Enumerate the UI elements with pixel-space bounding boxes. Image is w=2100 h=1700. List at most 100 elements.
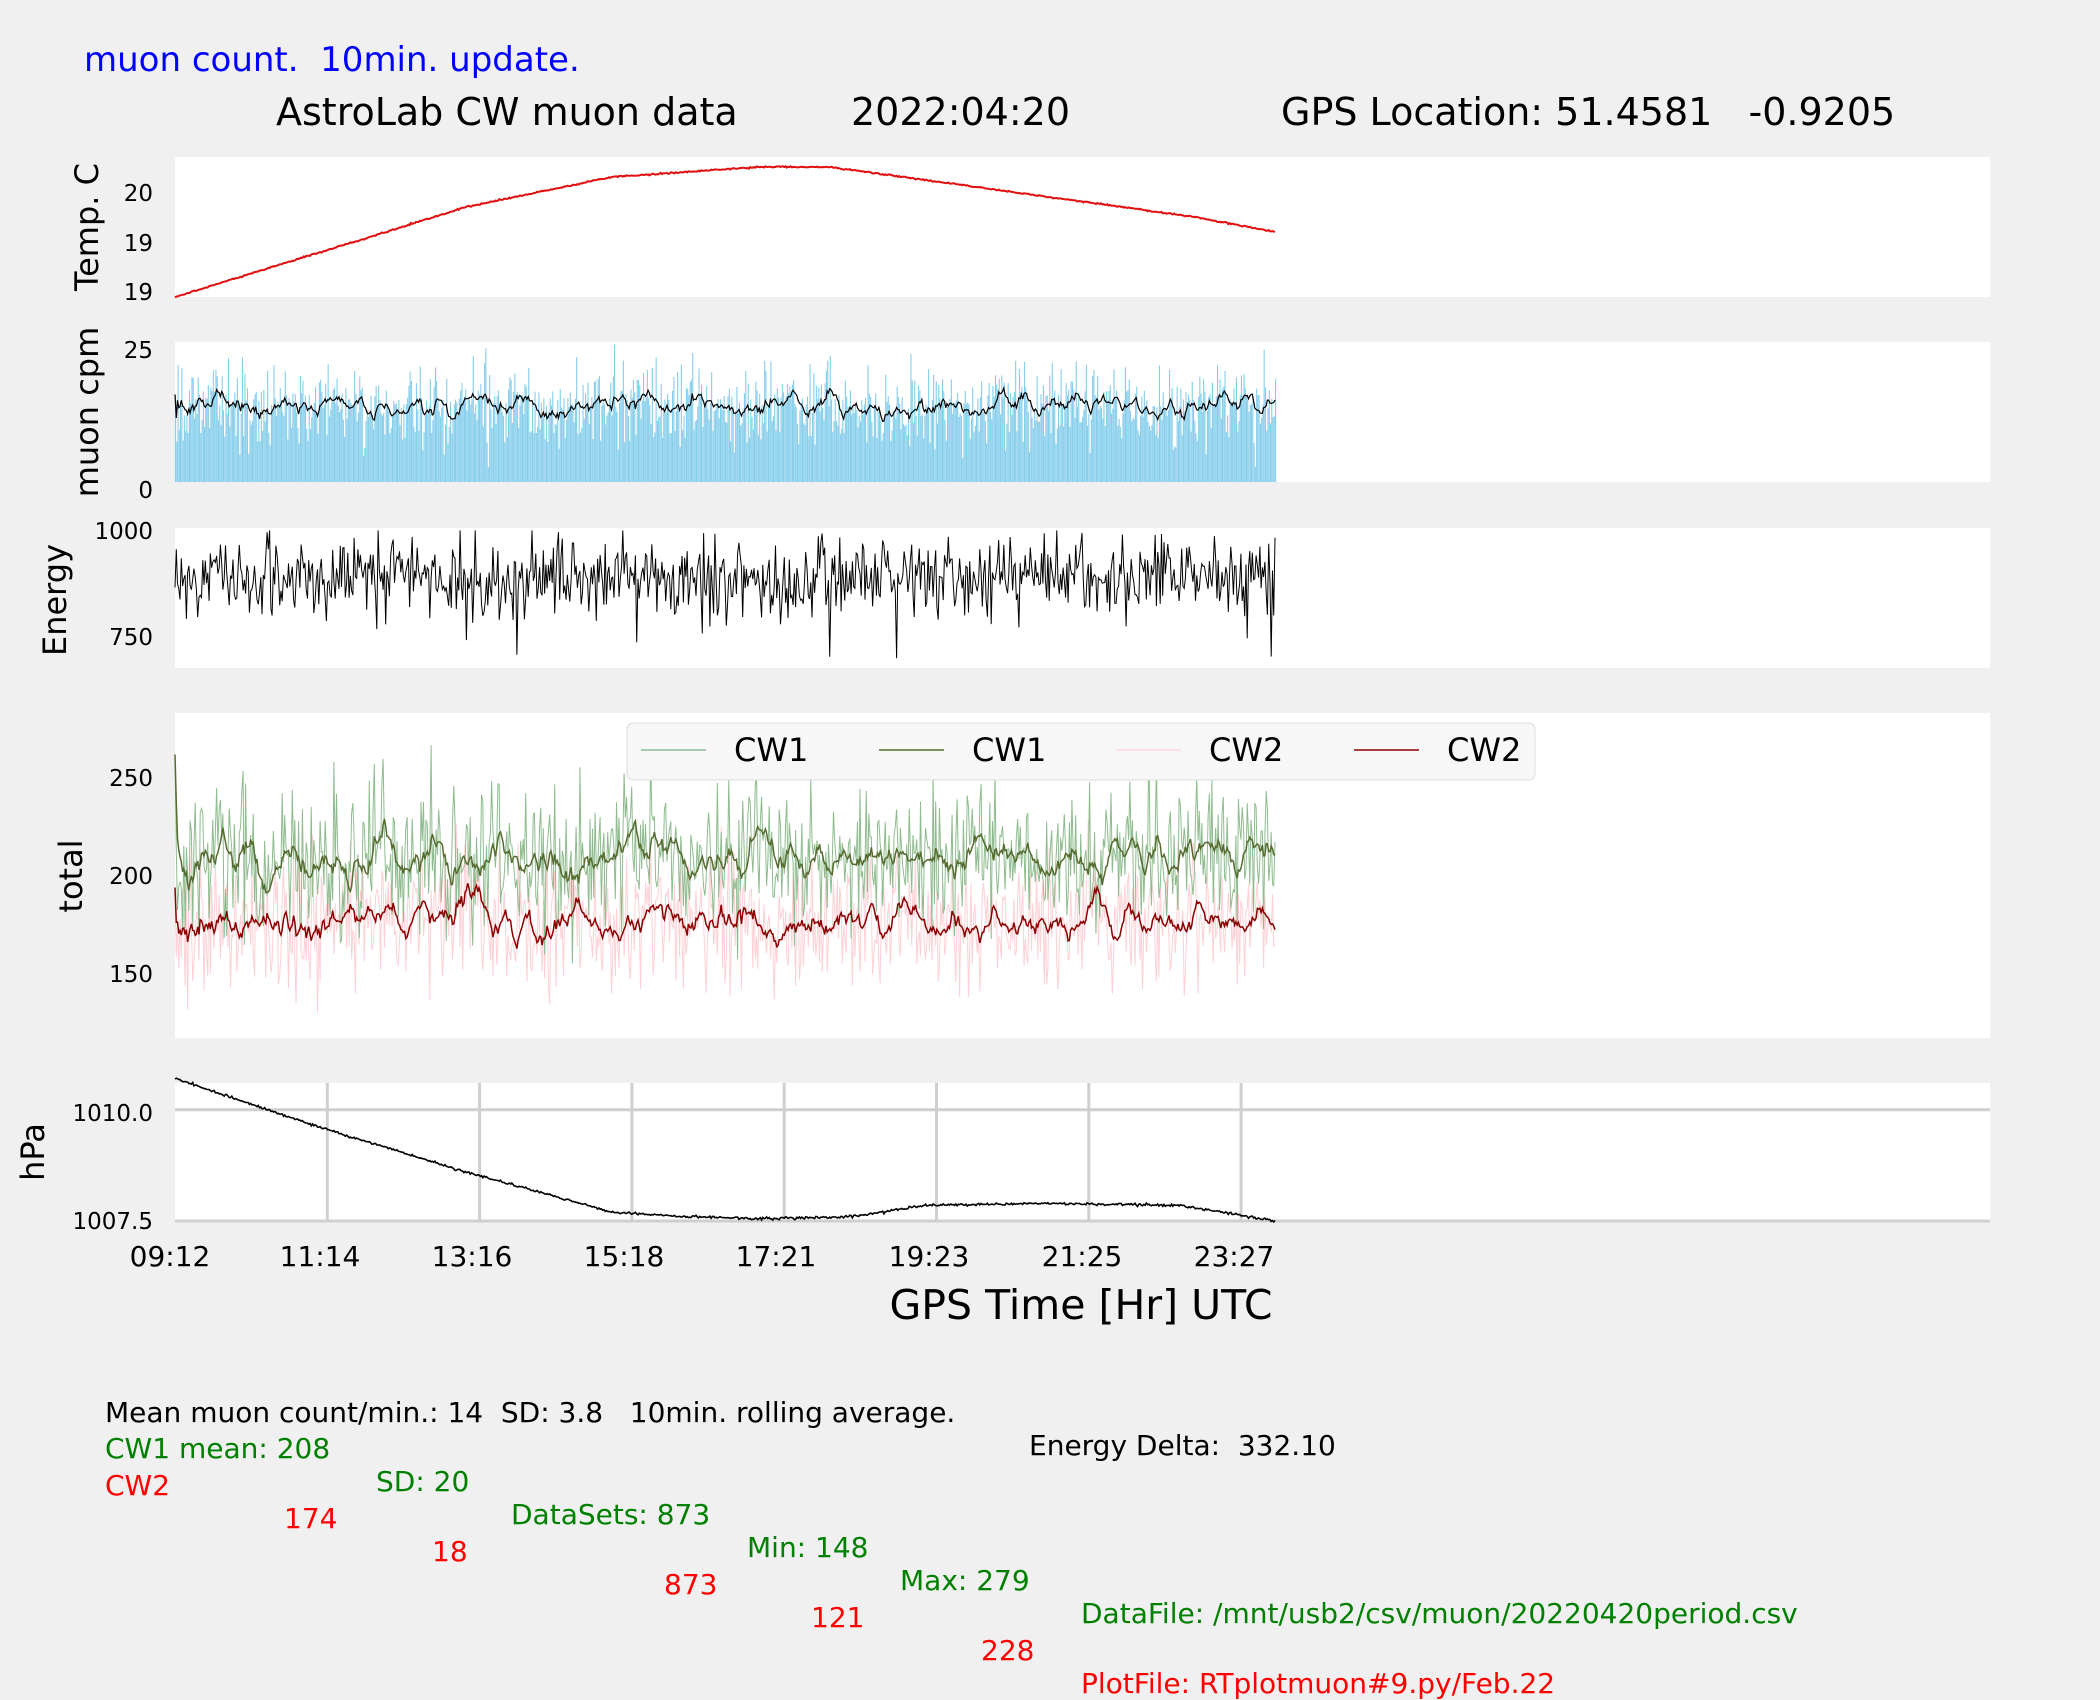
muon-cpm-bar bbox=[537, 426, 539, 482]
muon-cpm-bar bbox=[976, 413, 978, 482]
muon-cpm-bar bbox=[264, 421, 266, 482]
muon-cpm-bar bbox=[754, 406, 756, 482]
muon-cpm-bar bbox=[455, 399, 457, 482]
muon-cpm-bar bbox=[529, 432, 531, 482]
muon-cpm-bar bbox=[1270, 423, 1272, 482]
muon-cpm-bar bbox=[1035, 420, 1037, 482]
muon-cpm-bar bbox=[1078, 392, 1080, 482]
muon-cpm-bar bbox=[1030, 404, 1032, 482]
muon-cpm-bar bbox=[356, 421, 358, 482]
muon-cpm-bar bbox=[688, 395, 690, 482]
muon-cpm-bar bbox=[1090, 419, 1092, 482]
muon-cpm-bar bbox=[934, 449, 936, 482]
muon-cpm-bar bbox=[872, 436, 874, 482]
muon-cpm-bar bbox=[791, 384, 793, 482]
muon-cpm-bar bbox=[369, 413, 371, 482]
muon-cpm-bar bbox=[743, 393, 745, 482]
muon-cpm-bar bbox=[1114, 398, 1116, 482]
muon-cpm-bar bbox=[1188, 394, 1190, 482]
muon-cpm-bar bbox=[860, 421, 862, 482]
x-tick-1518: 15:18 bbox=[584, 1240, 665, 1273]
muon-cpm-bar bbox=[405, 403, 407, 482]
muon-cpm-bar bbox=[682, 430, 684, 482]
muon-cpm-bar bbox=[722, 410, 724, 482]
muon-cpm-bar bbox=[530, 431, 532, 482]
cw2-rolling-average-line bbox=[174, 883, 1276, 949]
muon-cpm-bar bbox=[876, 438, 878, 482]
muon-cpm-bar bbox=[1073, 389, 1075, 482]
muon-cpm-bar bbox=[303, 404, 305, 482]
muon-cpm-bar bbox=[780, 397, 782, 482]
muon-cpm-bar bbox=[370, 395, 372, 482]
muon-cpm-bar bbox=[924, 415, 926, 482]
muon-cpm-bar bbox=[301, 392, 303, 482]
muon-cpm-bar bbox=[1237, 432, 1239, 482]
muon-cpm-bar bbox=[1181, 435, 1183, 482]
muon-cpm-bar bbox=[889, 404, 891, 482]
muon-cpm-bar bbox=[1248, 411, 1250, 482]
muon-cpm-bar bbox=[877, 411, 879, 482]
muon-cpm-bar bbox=[901, 397, 903, 482]
muon-cpm-bar bbox=[1222, 388, 1224, 482]
muon-cpm-bar bbox=[851, 414, 853, 482]
muon-cpm-bar bbox=[726, 422, 728, 482]
muon-cpm-bar bbox=[735, 411, 737, 482]
muon-cpm-bar bbox=[1275, 378, 1277, 482]
muon-cpm-bar bbox=[340, 409, 342, 482]
muon-cpm-bar bbox=[615, 406, 617, 482]
muon-cpm-bar bbox=[1252, 393, 1254, 482]
temp-ylabel: Temp. C bbox=[68, 163, 106, 292]
muon-cpm-bar bbox=[180, 401, 182, 482]
cw2-label: CW2 bbox=[105, 1469, 171, 1502]
muon-cpm-bar bbox=[313, 403, 315, 482]
muon-cpm-bar bbox=[858, 415, 860, 482]
muon-cpm-bar bbox=[432, 419, 434, 482]
muon-cpm-bar bbox=[1145, 406, 1147, 482]
muon-cpm-bar bbox=[881, 440, 883, 482]
muon-cpm-bar bbox=[1205, 454, 1207, 482]
muon-cpm-bar bbox=[563, 398, 565, 482]
muon-cpm-bar bbox=[814, 444, 816, 482]
muon-cpm-bar bbox=[347, 399, 349, 482]
muon-cpm-bar bbox=[837, 425, 839, 482]
muon-cpm-bar bbox=[564, 438, 566, 482]
muon-cpm-bar bbox=[1179, 406, 1181, 482]
muon-cpm-bar bbox=[341, 393, 343, 482]
muon-cpm-bar bbox=[1273, 416, 1275, 482]
muon-cpm-bar bbox=[231, 404, 233, 482]
muon-cpm-bar bbox=[875, 393, 877, 482]
muon-cpm-bar bbox=[882, 433, 884, 482]
muon-cpm-bar bbox=[607, 411, 609, 482]
muon-cpm-bar bbox=[902, 423, 904, 482]
muon-cpm-bar bbox=[262, 430, 264, 482]
muon-cpm-bar bbox=[862, 414, 864, 482]
muon-cpm-bar bbox=[326, 435, 328, 482]
muon-cpm-bar bbox=[846, 396, 848, 482]
muon-cpm-bar bbox=[865, 398, 867, 482]
gps-location: GPS Location: 51.4581 -0.9205 bbox=[1281, 90, 1896, 134]
muon-cpm-bar bbox=[852, 407, 854, 482]
muon-cpm-bar bbox=[1107, 400, 1109, 482]
muon-cpm-bar bbox=[842, 400, 844, 482]
muon-cpm-bar bbox=[1045, 396, 1047, 482]
muon-cpm-bar bbox=[368, 417, 370, 482]
muon-cpm-bar bbox=[447, 443, 449, 482]
muon-cpm-bar bbox=[913, 422, 915, 482]
muon-cpm-bar bbox=[423, 432, 425, 482]
muon-cpm-bar bbox=[923, 438, 925, 482]
muon-cpm-bar bbox=[390, 427, 392, 482]
muon-cpm-bar bbox=[476, 419, 478, 482]
muon-cpm-bar bbox=[1103, 392, 1105, 482]
cw1-sd: SD: 20 bbox=[376, 1465, 470, 1498]
muon-cpm-bar bbox=[460, 390, 462, 482]
muon-cpm-bar bbox=[1160, 406, 1162, 482]
muon-cpm-bar bbox=[808, 436, 810, 482]
muon-cpm-bar bbox=[287, 439, 289, 482]
muon-cpm-bar bbox=[974, 425, 976, 482]
muon-cpm-bar bbox=[434, 367, 436, 482]
muon-cpm-bar bbox=[1013, 392, 1015, 482]
muon-cpm-bar bbox=[712, 430, 714, 482]
muon-cpm-bar bbox=[622, 360, 624, 482]
muon-cpm-bar bbox=[1018, 368, 1020, 482]
muon-cpm-bar bbox=[195, 399, 197, 482]
